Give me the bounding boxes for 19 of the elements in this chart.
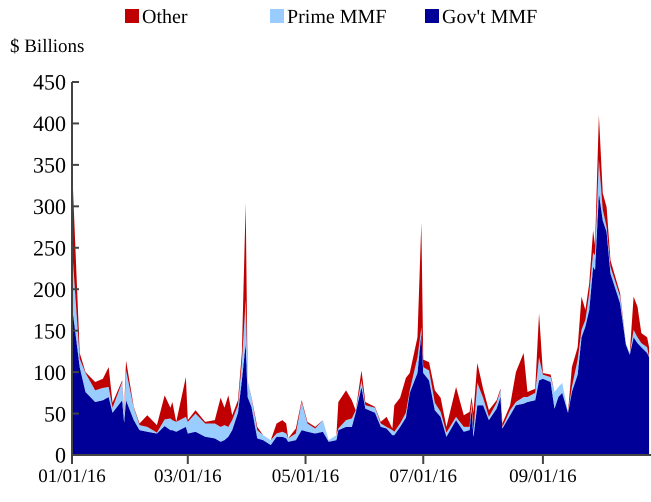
y-tick-label: 400 xyxy=(33,111,66,136)
y-tick-label: 0 xyxy=(55,442,66,468)
x-tick-label: 09/01/16 xyxy=(509,466,577,487)
y-tick-label: 250 xyxy=(33,235,66,260)
x-tick-label: 01/01/16 xyxy=(38,466,106,487)
y-tick-label: 450 xyxy=(33,70,66,95)
y-tick-label: 150 xyxy=(33,318,66,344)
y-axis-title: $ Billions xyxy=(10,36,84,57)
x-tick-label: 05/01/16 xyxy=(272,466,340,487)
legend-label: Prime MMF xyxy=(287,6,386,28)
y-tick-label: 100 xyxy=(33,360,66,385)
y-tick-label: 200 xyxy=(33,276,66,302)
y-tick-label: 300 xyxy=(33,194,66,220)
legend-label: Other xyxy=(142,6,188,28)
x-tick-label: 07/01/16 xyxy=(389,466,458,487)
legend-label: Gov't MMF xyxy=(442,6,538,28)
x-tick-label: 03/01/16 xyxy=(154,466,222,487)
y-tick-label: 50 xyxy=(44,401,66,426)
y-tick-label: 350 xyxy=(33,152,66,178)
